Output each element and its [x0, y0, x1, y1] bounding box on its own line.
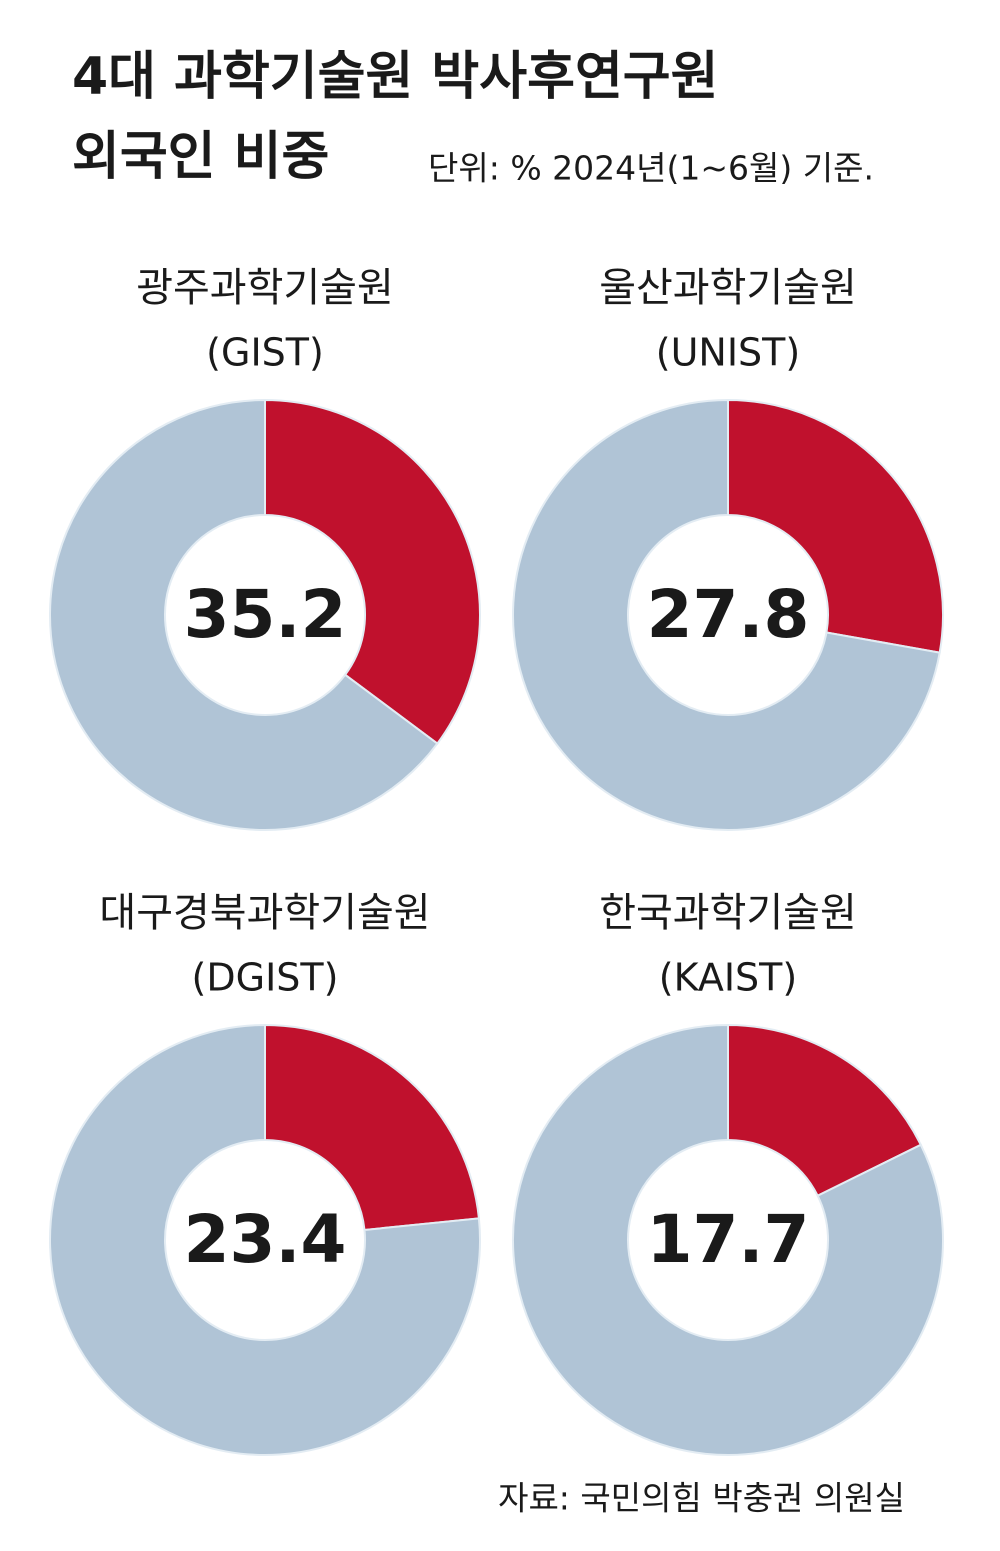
center-value: 17.7 — [647, 1201, 810, 1278]
donut-segment — [49, 1023, 481, 1456]
donut-segment — [512, 398, 941, 831]
chart-title: 대구경북과학기술원 — [99, 890, 430, 936]
donut-segment — [727, 398, 944, 654]
donut-segment — [264, 1023, 481, 1232]
chart-title: 울산과학기술원 — [599, 265, 857, 311]
chart-title: 광주과학기술원 — [136, 265, 394, 311]
center-value: 27.8 — [647, 576, 810, 653]
donut-segment — [512, 1023, 944, 1456]
subtitle: 단위: % 2024년(1~6월) 기준. — [428, 149, 874, 188]
donut-segment — [49, 398, 439, 831]
donut-segment — [727, 1023, 923, 1198]
title-line: 외국인 비중 — [72, 127, 329, 187]
chart-title: 한국과학기술원 — [599, 890, 857, 936]
donut-segment — [264, 398, 481, 745]
source: 자료: 국민의힘 박충권 의원실 — [498, 1479, 905, 1518]
center-value: 35.2 — [184, 576, 347, 653]
chart-subtitle: (KAIST) — [659, 956, 797, 1000]
chart-subtitle: (DGIST) — [192, 956, 339, 1000]
chart-subtitle: (UNIST) — [656, 331, 800, 375]
title-line: 4대 과학기술원 박사후연구원 — [72, 47, 718, 107]
chart-subtitle: (GIST) — [206, 331, 324, 375]
center-value: 23.4 — [184, 1201, 347, 1278]
